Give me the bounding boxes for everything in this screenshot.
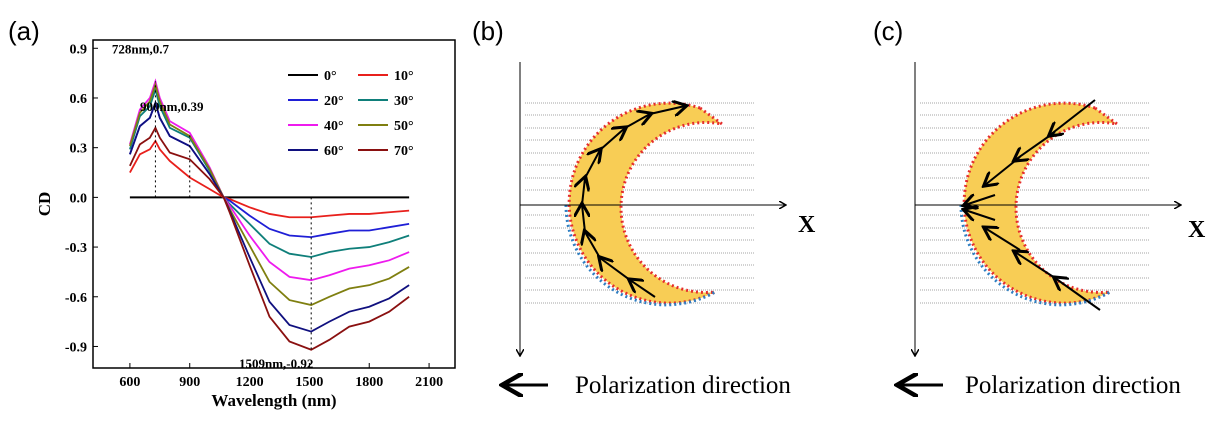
plot-frame xyxy=(92,39,456,369)
legend-label: 20° xyxy=(324,94,344,109)
series-line xyxy=(129,125,410,351)
legend-label: 70° xyxy=(394,144,414,159)
crescent xyxy=(959,101,1119,307)
current-arrows xyxy=(965,99,1101,311)
series-line xyxy=(129,78,410,282)
panel-label: (a) xyxy=(8,16,40,46)
x-tick-label: 1500 xyxy=(295,375,323,390)
x-axis-label: Wavelength (nm) xyxy=(211,391,336,410)
legend-label: 60° xyxy=(324,144,344,159)
y-tick-label: 0.9 xyxy=(70,42,88,57)
annotation: 900nm,0.39 xyxy=(140,99,204,114)
y-tick-label: -0.3 xyxy=(65,241,87,256)
x-tick-label: 1800 xyxy=(355,375,383,390)
panel-label: (c) xyxy=(873,16,903,46)
y-tick-label: 0.0 xyxy=(70,191,88,206)
x-tick-label: 900 xyxy=(179,375,200,390)
axis-label: X xyxy=(798,212,816,238)
panel-label: (b) xyxy=(472,16,504,46)
y-tick-label: 0.6 xyxy=(70,92,88,107)
y-tick-label: -0.6 xyxy=(65,291,87,306)
legend-label: 30° xyxy=(394,94,414,109)
legend-label: 0° xyxy=(324,69,337,84)
annotation: 728nm,0.7 xyxy=(112,41,170,56)
legend-label: 10° xyxy=(394,69,414,84)
chart-a: (a) 0.9 0.6 0.3 0.0 -0.3 -0.6 -0.9 600 900 1200 150… xyxy=(8,16,456,410)
series-line xyxy=(129,86,410,258)
current-arrows xyxy=(582,106,685,298)
series-line xyxy=(129,100,410,333)
caption: Polarization direction xyxy=(965,372,1181,399)
diagram-c: (c) X Polarization direction xyxy=(873,16,1206,399)
y-axis-label: CD xyxy=(35,192,54,217)
caption: Polarization direction xyxy=(575,372,791,399)
annotation: 1509nm,-0.92 xyxy=(239,356,313,371)
legend-label: 50° xyxy=(394,119,414,134)
x-tick-label: 1200 xyxy=(236,375,264,390)
axis-label: X xyxy=(1188,217,1206,243)
y-tick-label: -0.9 xyxy=(65,340,87,355)
series-line xyxy=(129,81,410,306)
diagram-b: (b) X Polarization direction xyxy=(472,16,816,399)
y-tick-label: 0.3 xyxy=(70,142,88,157)
x-tick-label: 2100 xyxy=(415,375,443,390)
crescent xyxy=(564,101,724,307)
legend-label: 40° xyxy=(324,119,344,134)
x-tick-label: 600 xyxy=(119,375,140,390)
